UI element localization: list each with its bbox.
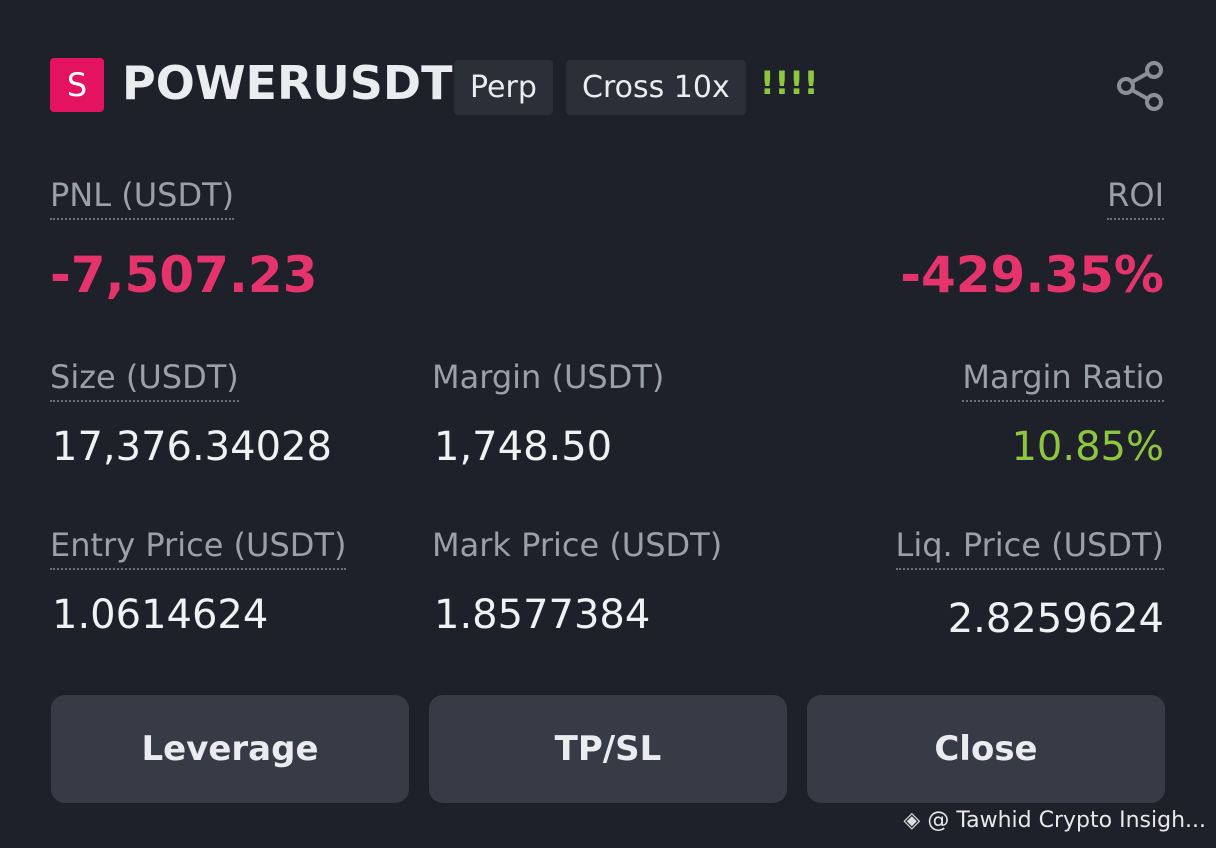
field-label: Margin Ratio: [962, 358, 1164, 402]
watermark-text: @ Tawhid Crypto Insigh...: [927, 808, 1206, 833]
field-value: 17,376.34028: [52, 424, 332, 470]
tpsl-button[interactable]: TP/SL: [429, 695, 787, 803]
pnl-label: PNL (USDT): [50, 176, 235, 220]
pnl-value: -7,507.23: [50, 246, 318, 304]
roi-label: ROI: [1107, 176, 1164, 220]
tag: Perp: [454, 60, 553, 115]
field-value: 2.8259624: [947, 596, 1164, 642]
roi-value: -429.35%: [900, 246, 1164, 304]
badge: S: [50, 58, 104, 112]
tag: Cross 10x: [566, 60, 746, 115]
watermark: ◈ @ Tawhid Crypto Insigh...: [903, 808, 1206, 833]
field-label: Entry Price (USDT): [50, 526, 347, 570]
field-value: 10.85%: [1011, 424, 1164, 470]
logo: ◈: [903, 808, 921, 833]
share-icon[interactable]: [1114, 60, 1166, 112]
symbol: POWERUSDT: [122, 56, 453, 110]
field-value: 1,748.50: [434, 424, 613, 470]
field-value: 1.8577384: [434, 592, 651, 638]
field-label: Size (USDT): [50, 358, 239, 402]
warning: !!!!: [760, 64, 819, 102]
leverage-button[interactable]: Leverage: [51, 695, 409, 803]
field-label: Mark Price (USDT): [432, 526, 723, 564]
field-label: Margin (USDT): [432, 358, 665, 396]
field-label: Liq. Price (USDT): [895, 526, 1164, 570]
close-button[interactable]: Close: [807, 695, 1165, 803]
field-value: 1.0614624: [52, 592, 269, 638]
